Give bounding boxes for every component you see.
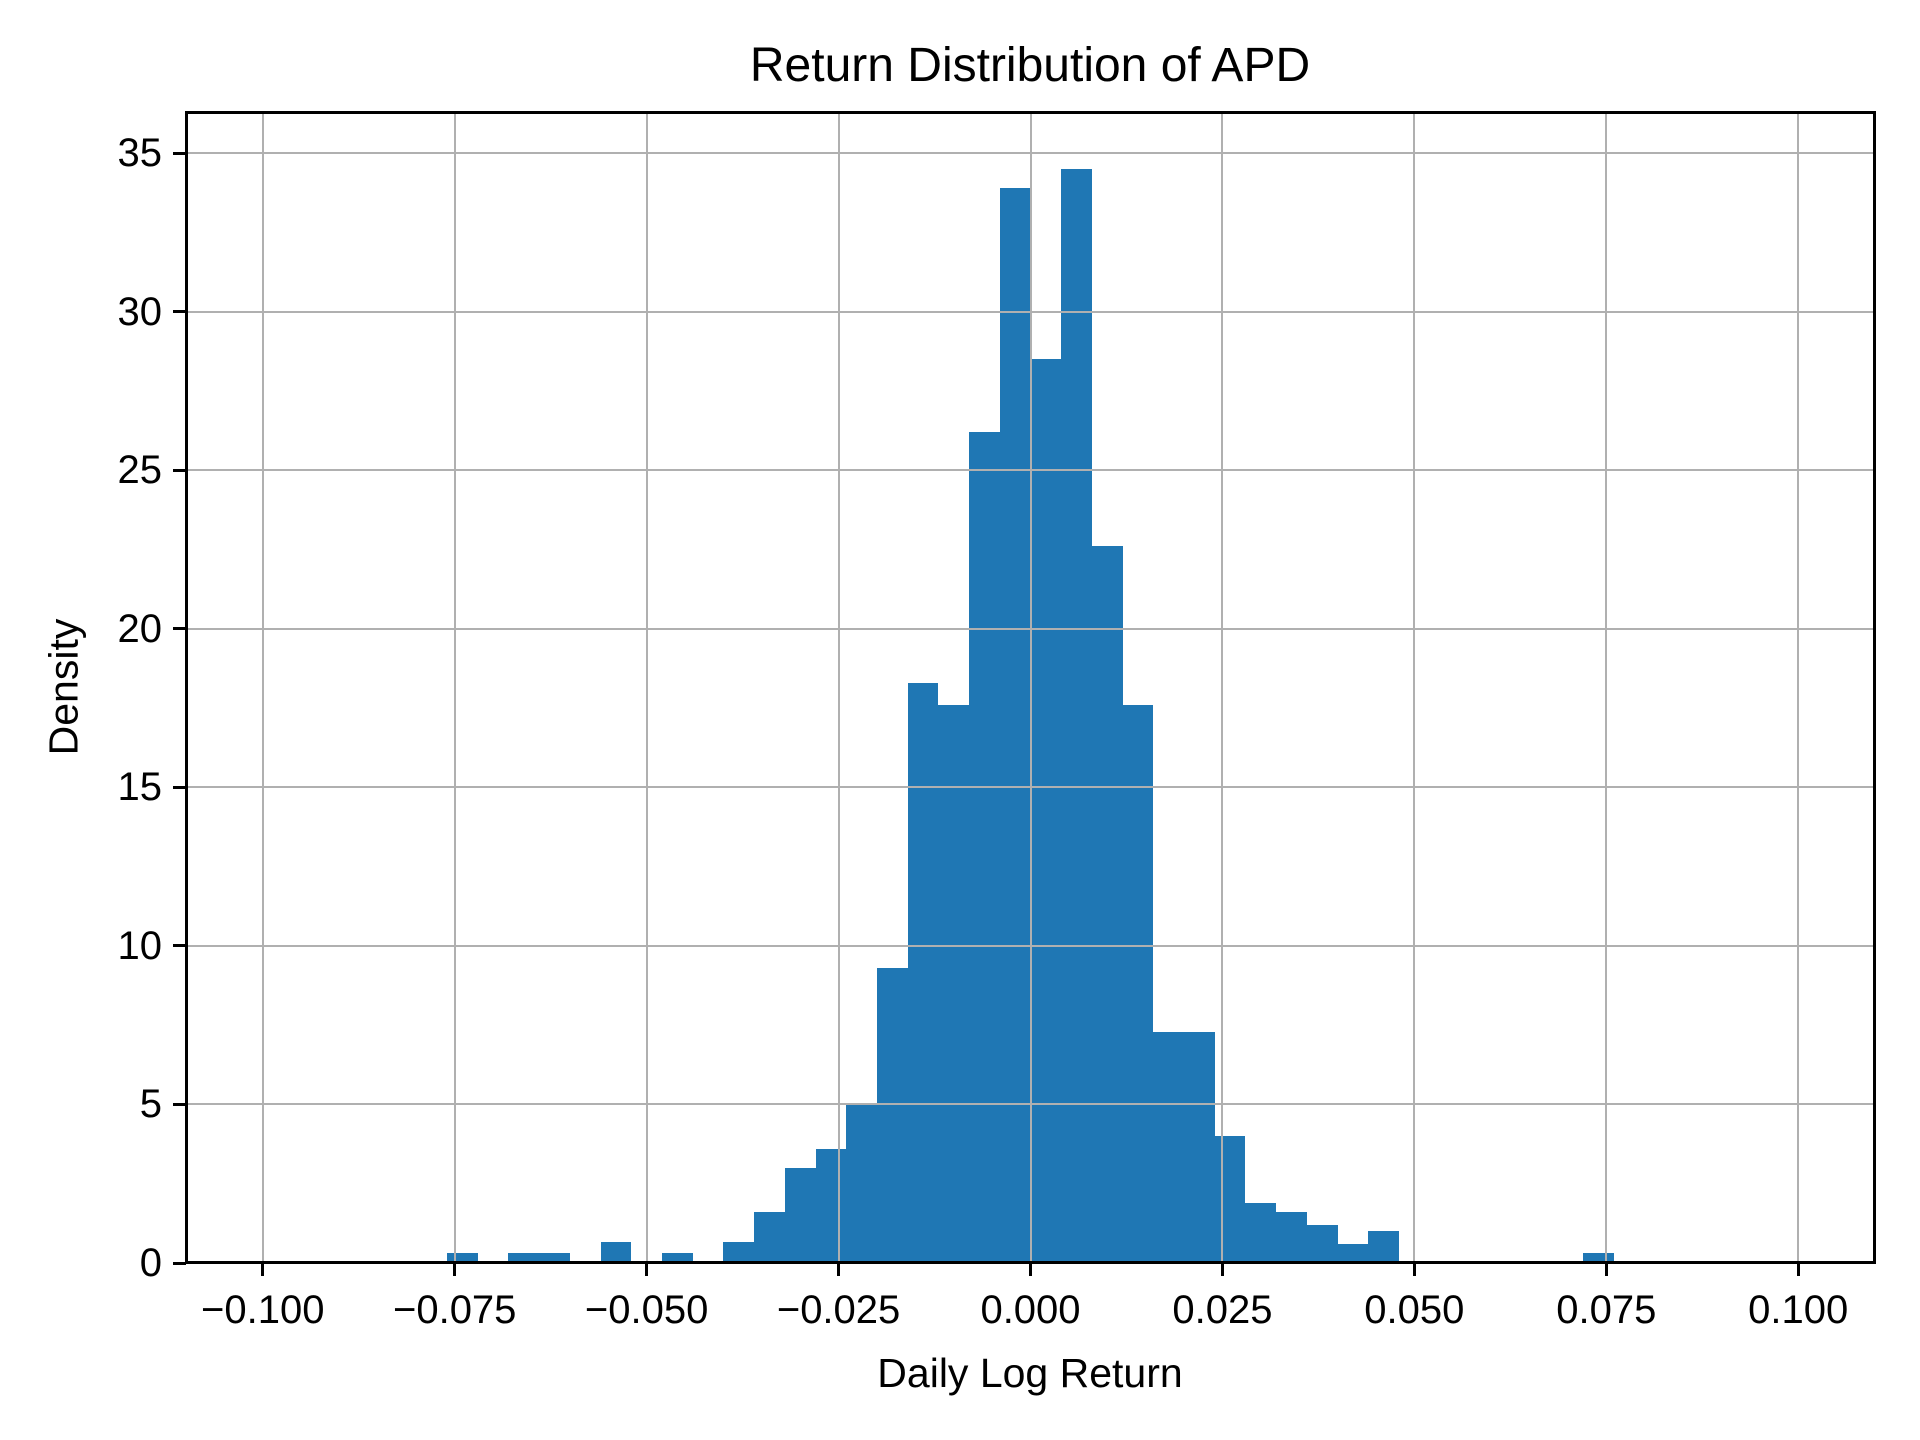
histogram-bar <box>539 1253 570 1263</box>
histogram-bar <box>969 432 1000 1263</box>
gridline-horizontal <box>186 469 1875 472</box>
gridline-horizontal <box>186 152 1875 155</box>
x-tick-label: −0.050 <box>584 1288 709 1332</box>
histogram-bar <box>1306 1224 1338 1263</box>
x-tick-mark <box>1412 1263 1416 1276</box>
gridline-vertical <box>1029 112 1032 1263</box>
gridline-vertical <box>261 112 264 1263</box>
y-tick-mark <box>173 151 186 155</box>
histogram-bar <box>1245 1202 1277 1263</box>
x-tick-mark <box>1604 1263 1608 1276</box>
gridline-horizontal <box>186 310 1875 313</box>
x-tick-label: −0.075 <box>392 1288 517 1332</box>
x-tick-mark <box>1029 1263 1032 1276</box>
histogram-bar <box>1214 1136 1246 1263</box>
x-tick-label: 0.075 <box>1556 1288 1657 1332</box>
y-tick-mark <box>173 1102 186 1106</box>
y-tick-label: 35 <box>117 131 163 176</box>
y-tick-mark <box>173 785 186 789</box>
histogram-bar <box>784 1167 816 1263</box>
gridline-vertical <box>1221 112 1224 1263</box>
x-axis-label: Daily Log Return <box>877 1350 1183 1396</box>
histogram-bar <box>1061 169 1092 1263</box>
x-tick-label: 0.000 <box>980 1288 1081 1332</box>
x-tick-mark <box>1796 1263 1800 1276</box>
gridline-horizontal <box>186 1103 1875 1106</box>
x-tick-label: −0.100 <box>201 1288 325 1332</box>
histogram-bar <box>1153 1031 1185 1263</box>
x-tick-mark <box>453 1263 457 1276</box>
plot-area: −0.100 −0.075 −0.050 −0.025 0.000 0.025 0.050 0… <box>118 111 1876 1330</box>
gridline-horizontal <box>186 944 1875 947</box>
histogram-bar <box>1276 1212 1307 1263</box>
histogram-bar <box>938 704 970 1263</box>
x-tick-label: 0.050 <box>1364 1288 1465 1332</box>
histogram-bar <box>661 1253 693 1263</box>
histogram-bar <box>1122 704 1154 1263</box>
y-tick-mark <box>173 310 186 314</box>
gridline-vertical <box>1797 112 1800 1263</box>
chart-title: Return Distribution of APD <box>749 39 1311 92</box>
gridline-vertical <box>453 112 456 1263</box>
y-tick-label: 5 <box>139 1082 162 1127</box>
y-tick-mark <box>173 627 186 631</box>
gridline-vertical <box>1413 112 1416 1263</box>
histogram-bar <box>600 1242 632 1263</box>
y-tick-mark <box>173 944 186 948</box>
histogram-bar <box>846 1104 877 1263</box>
histogram-bar <box>447 1253 478 1263</box>
y-tick-label: 10 <box>117 923 163 968</box>
histogram-bar <box>723 1242 755 1263</box>
histogram-bar <box>754 1212 785 1263</box>
x-tick-label: 0.100 <box>1748 1288 1849 1332</box>
gridline-vertical <box>837 112 840 1263</box>
y-tick-label: 20 <box>117 606 163 651</box>
histogram-bar <box>876 968 908 1263</box>
histogram-bar <box>1337 1243 1369 1263</box>
y-tick-label: 0 <box>139 1241 162 1285</box>
gridline-vertical <box>1605 112 1608 1263</box>
x-tick-label: −0.025 <box>776 1288 901 1332</box>
histogram-bar <box>907 682 939 1263</box>
gridline-vertical <box>645 112 648 1263</box>
gridline-horizontal <box>186 786 1875 789</box>
y-tick-label: 30 <box>117 289 163 334</box>
histogram-bar <box>1583 1253 1614 1263</box>
histogram-bar <box>815 1148 847 1263</box>
x-tick-mark <box>645 1263 649 1276</box>
histogram-bar <box>999 188 1031 1263</box>
x-tick-mark <box>1220 1263 1224 1276</box>
y-tick-mark <box>173 1261 186 1265</box>
x-tick-mark <box>261 1263 265 1276</box>
histogram-bar <box>508 1253 540 1263</box>
y-tick-label: 25 <box>117 448 163 493</box>
y-tick-label: 15 <box>117 765 163 810</box>
y-tick-mark <box>173 468 186 472</box>
histogram-bar <box>1184 1031 1215 1263</box>
histogram-bar <box>1091 546 1123 1263</box>
gridline-horizontal <box>186 627 1875 630</box>
x-tick-label: 0.025 <box>1172 1288 1273 1332</box>
histogram-bar <box>1030 359 1062 1263</box>
x-tick-mark <box>837 1263 841 1276</box>
histogram-bar <box>1368 1231 1399 1263</box>
